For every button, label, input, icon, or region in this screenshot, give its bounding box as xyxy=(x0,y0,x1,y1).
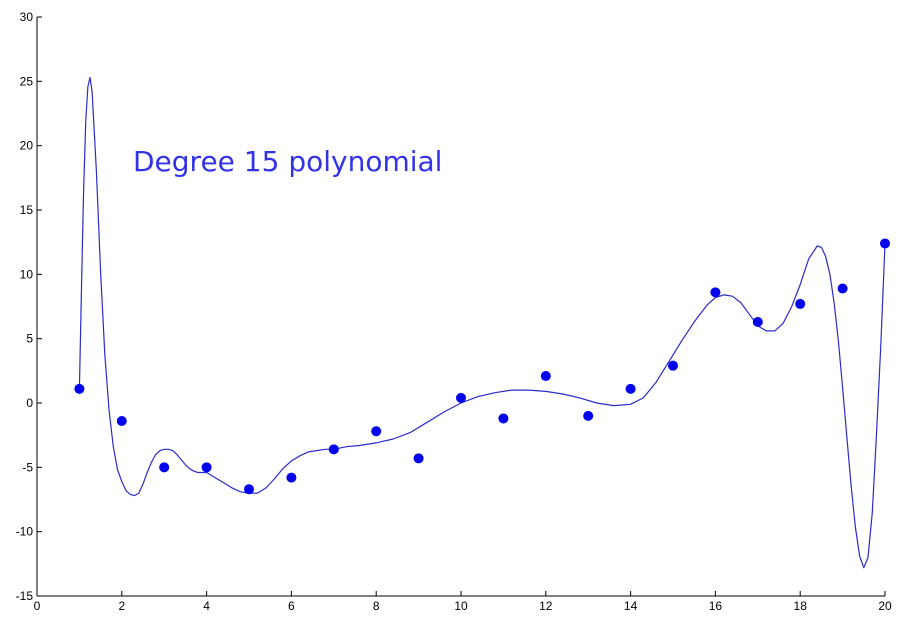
data-point xyxy=(74,383,85,394)
x-tick-label: 0 xyxy=(34,599,41,613)
y-tick-label: -10 xyxy=(16,525,34,539)
y-tick-label: 30 xyxy=(20,10,34,24)
data-point xyxy=(371,426,382,437)
x-tick-label: 2 xyxy=(118,599,125,613)
data-point xyxy=(795,298,806,309)
y-tick-label: 20 xyxy=(20,139,34,153)
data-point xyxy=(286,472,297,483)
data-point xyxy=(540,370,551,381)
data-point xyxy=(201,462,212,473)
y-tick-label: 25 xyxy=(20,74,34,88)
data-point xyxy=(328,444,339,455)
x-tick-label: 14 xyxy=(624,599,638,613)
data-point xyxy=(710,287,721,298)
data-point xyxy=(159,462,170,473)
data-point xyxy=(456,392,466,403)
y-tick-label: 0 xyxy=(26,396,33,410)
data-point xyxy=(752,316,763,327)
data-point xyxy=(583,410,594,421)
y-tick-label: -5 xyxy=(22,460,33,474)
x-tick-label: 18 xyxy=(794,599,808,613)
fit-curve-line xyxy=(78,76,886,569)
chart-annotation: Degree 15 polynomial xyxy=(133,145,442,178)
data-point xyxy=(116,416,127,427)
data-point xyxy=(837,283,848,294)
data-point xyxy=(498,413,509,424)
x-tick-label: 16 xyxy=(709,599,723,613)
data-point xyxy=(668,360,678,371)
x-tick-label: 6 xyxy=(288,599,295,613)
data-point xyxy=(413,453,424,464)
y-tick-label: 15 xyxy=(20,203,34,217)
curve-layer xyxy=(78,76,886,569)
x-tick-label: 20 xyxy=(878,599,892,613)
y-tick-label: 5 xyxy=(26,332,33,346)
tick-group: 0 2 4 6 8 10 12 14 16 18 20 -15 -10 -5 0 5 10 15 20 25 30 xyxy=(16,10,892,613)
data-point xyxy=(880,238,890,249)
x-tick-label: 8 xyxy=(373,599,380,613)
axes xyxy=(36,17,885,597)
x-tick-label: 4 xyxy=(203,599,210,613)
points-layer xyxy=(74,238,890,495)
y-tick-label: -15 xyxy=(16,589,34,603)
x-tick-label: 10 xyxy=(454,599,468,613)
y-tick-label: 10 xyxy=(20,267,34,281)
data-point xyxy=(625,383,636,394)
x-tick-label: 12 xyxy=(539,599,553,613)
data-point xyxy=(244,484,254,495)
